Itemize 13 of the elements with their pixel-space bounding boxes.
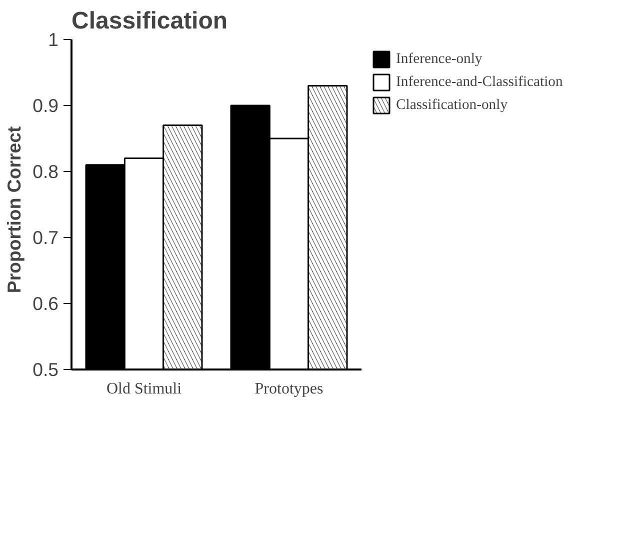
x-tick-label: Old Stimuli [106, 380, 182, 398]
y-tick-label: 0.9 [32, 95, 59, 116]
x-tick-label: Prototypes [254, 380, 324, 398]
y-tick-label: 0.5 [32, 359, 59, 380]
legend-label: Classification-only [396, 96, 508, 114]
y-axis-title: Proportion Correct [4, 126, 25, 294]
legend-label: Inference-only [396, 50, 482, 68]
y-tick-label: 0.6 [32, 293, 59, 314]
chart-title: Classification [72, 8, 228, 34]
y-tick-label: 0.8 [32, 161, 59, 182]
legend-label: Inference-and-Classification [396, 74, 563, 90]
y-tick-label: 0.7 [32, 227, 59, 248]
y-tick-label: 1 [48, 29, 59, 50]
